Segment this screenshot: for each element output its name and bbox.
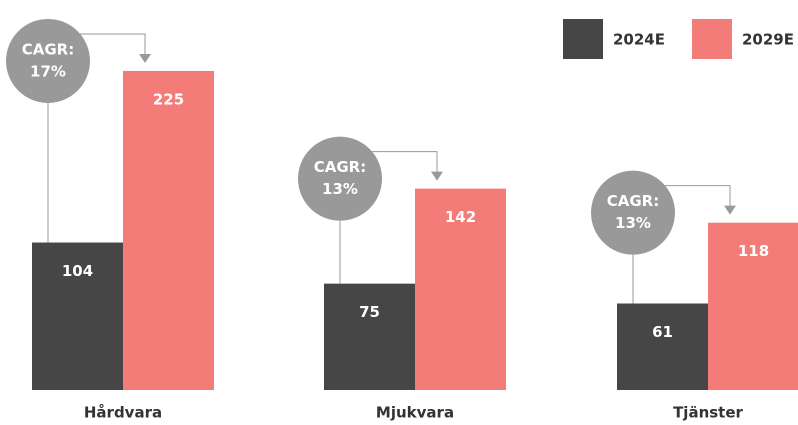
arrow <box>139 53 151 63</box>
connector <box>633 185 731 207</box>
annotation: CAGR: <box>314 158 366 176</box>
annotation: 13% <box>615 214 651 232</box>
annotation: 17% <box>30 62 66 80</box>
x-tick-label: Tjänster <box>673 404 743 422</box>
annotation: CAGR: <box>22 40 74 58</box>
bar <box>617 303 708 390</box>
bar <box>123 70 214 390</box>
connector <box>340 151 438 173</box>
bar <box>32 242 123 390</box>
cagr-bubble <box>591 170 675 255</box>
annotation: 13% <box>322 180 358 198</box>
bar <box>708 222 798 390</box>
arrow <box>724 205 736 215</box>
legend-swatch <box>692 19 732 59</box>
legend-label: 2024E <box>613 31 665 49</box>
x-tick-label: Mjukvara <box>376 404 454 422</box>
value-label: 118 <box>738 242 769 260</box>
value-label: 61 <box>652 323 673 341</box>
x-tick-label: Hårdvara <box>84 404 162 422</box>
arrow <box>431 171 443 181</box>
value-label: 104 <box>62 262 93 280</box>
annotation: CAGR: <box>607 192 659 210</box>
value-label: 225 <box>153 90 184 108</box>
legend-label: 2029E <box>742 31 794 49</box>
bar <box>415 188 506 390</box>
cagr-bubble <box>6 18 90 103</box>
cagr-bubble <box>298 136 382 221</box>
value-label: 75 <box>359 303 380 321</box>
value-label: 142 <box>445 208 476 226</box>
connector <box>48 33 146 55</box>
legend-swatch <box>563 19 603 59</box>
bar <box>324 283 415 390</box>
